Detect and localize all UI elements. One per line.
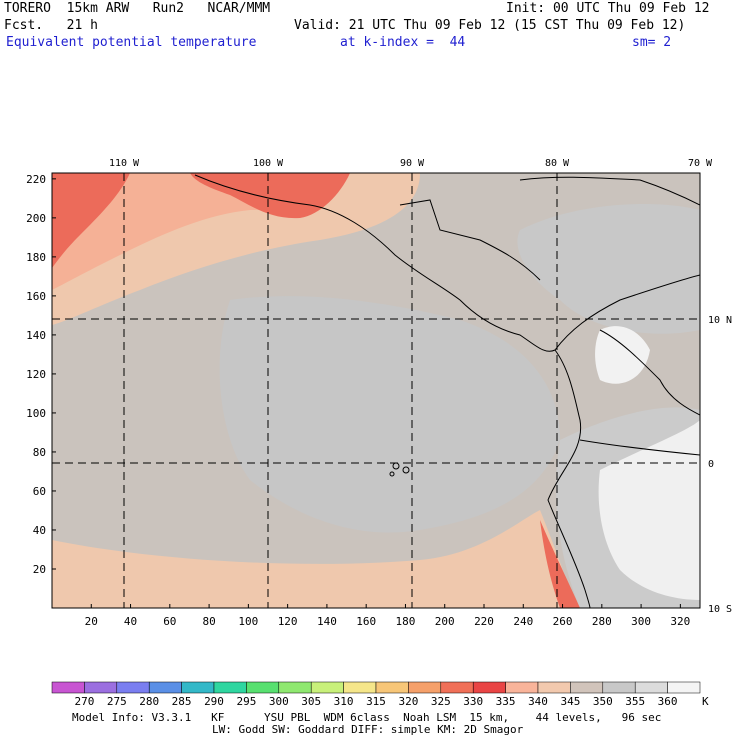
colorbar-swatch: [116, 681, 150, 694]
x-tick-label: 240: [513, 615, 533, 628]
colorbar: 270 275 280 285 290 295 300 305 310 315 320 325 330 3…: [51, 681, 709, 708]
longitude-label: 110 W: [109, 158, 140, 169]
longitude-label: 100 W: [253, 158, 284, 169]
colorbar-level-label: 355: [625, 695, 645, 708]
y-tick-label: 60: [33, 485, 46, 498]
colorbar-swatch: [440, 681, 474, 694]
y-tick-label: 40: [33, 524, 46, 537]
colorbar-swatch: [472, 681, 506, 694]
physics-info: LW: Godd SW: Goddard DIFF: simple KM: 2D…: [212, 723, 524, 736]
colorbar-level-label: 325: [431, 695, 451, 708]
model-title: TORERO 15km ARW Run2 NCAR/MMM: [4, 1, 271, 16]
temperature-field: [52, 173, 700, 608]
x-axis: 20 40 60 80 100 120 140 160 180 200 220 240 260 280 30…: [85, 604, 690, 628]
x-tick-label: 180: [396, 615, 416, 628]
colorbar-swatch: [408, 681, 442, 694]
colorbar-swatch: [537, 681, 571, 694]
colorbar-swatch: [343, 681, 377, 694]
y-tick-label: 100: [26, 407, 46, 420]
x-tick-label: 220: [474, 615, 494, 628]
y-tick-label: 200: [26, 212, 46, 225]
colorbar-level-label: 335: [496, 695, 516, 708]
colorbar-level-label: 275: [107, 695, 127, 708]
colorbar-level-label: 295: [236, 695, 256, 708]
longitude-labels: 110 W 100 W 90 W 80 W 70 W: [109, 158, 713, 169]
latitude-label: 10 S: [708, 604, 732, 615]
level-label: at k-index = 44: [340, 35, 466, 50]
y-tick-label: 160: [26, 290, 46, 303]
colorbar-level-label: 315: [366, 695, 386, 708]
colorbar-level-label: 360: [658, 695, 678, 708]
colorbar-swatch: [246, 681, 280, 694]
y-tick-label: 180: [26, 251, 46, 264]
colorbar-level-label: 270: [74, 695, 94, 708]
y-axis: 20 40 60 80 100 120 140 160 180 200 220: [26, 173, 56, 576]
x-tick-label: 80: [202, 615, 215, 628]
longitude-label: 70 W: [688, 158, 713, 169]
colorbar-level-label: 310: [334, 695, 354, 708]
colorbar-swatch: [278, 681, 312, 694]
colorbar-level-label: 340: [528, 695, 548, 708]
colorbar-swatch: [84, 681, 118, 694]
field-name: Equivalent potential temperature: [6, 35, 257, 50]
x-tick-label: 100: [238, 615, 258, 628]
x-tick-label: 280: [592, 615, 612, 628]
colorbar-swatch: [667, 681, 701, 694]
colorbar-swatch: [213, 681, 247, 694]
latitude-labels: 10 N 0 10 S: [708, 315, 732, 615]
colorbar-level-label: 280: [139, 695, 159, 708]
colorbar-unit: K: [702, 695, 709, 708]
longitude-label: 80 W: [545, 158, 570, 169]
y-tick-label: 220: [26, 173, 46, 186]
colorbar-level-label: 345: [560, 695, 580, 708]
colorbar-swatch: [570, 681, 604, 694]
forecast-hour: Fcst. 21 h: [4, 18, 98, 33]
x-tick-label: 40: [124, 615, 137, 628]
colorbar-level-label: 330: [463, 695, 483, 708]
y-tick-label: 80: [33, 446, 46, 459]
y-tick-label: 140: [26, 329, 46, 342]
x-tick-label: 60: [163, 615, 176, 628]
colorbar-swatch: [51, 681, 85, 694]
colorbar-swatch: [505, 681, 539, 694]
y-tick-label: 20: [33, 563, 46, 576]
colorbar-level-label: 300: [269, 695, 289, 708]
colorbar-swatch: [602, 681, 636, 694]
longitude-label: 90 W: [400, 158, 425, 169]
x-tick-label: 320: [670, 615, 690, 628]
x-tick-label: 300: [631, 615, 651, 628]
colorbar-swatch: [148, 681, 182, 694]
model-info: Model Info: V3.3.1 KF YSU PBL WDM 6class…: [72, 711, 662, 724]
colorbar-level-label: 290: [204, 695, 224, 708]
x-tick-label: 140: [317, 615, 337, 628]
colorbar-swatch: [310, 681, 344, 694]
x-tick-label: 120: [278, 615, 298, 628]
colorbar-swatch: [375, 681, 409, 694]
x-tick-label: 20: [85, 615, 98, 628]
colorbar-level-label: 305: [301, 695, 321, 708]
colorbar-level-label: 320: [398, 695, 418, 708]
colorbar-level-label: 285: [172, 695, 192, 708]
colorbar-swatch: [181, 681, 215, 694]
colorbar-level-label: 350: [593, 695, 613, 708]
latitude-label: 10 N: [708, 315, 732, 326]
smoothing-label: sm= 2: [632, 35, 672, 50]
colorbar-swatch: [634, 681, 668, 694]
x-tick-label: 160: [356, 615, 376, 628]
x-tick-label: 200: [435, 615, 455, 628]
x-tick-label: 260: [553, 615, 573, 628]
latitude-label: 0: [708, 459, 714, 470]
init-time: Init: 00 UTC Thu 09 Feb 12: [506, 1, 710, 16]
plot-frame: [51, 172, 701, 609]
valid-time: Valid: 21 UTC Thu 09 Feb 12 (15 CST Thu …: [294, 18, 686, 33]
y-tick-label: 120: [26, 368, 46, 381]
